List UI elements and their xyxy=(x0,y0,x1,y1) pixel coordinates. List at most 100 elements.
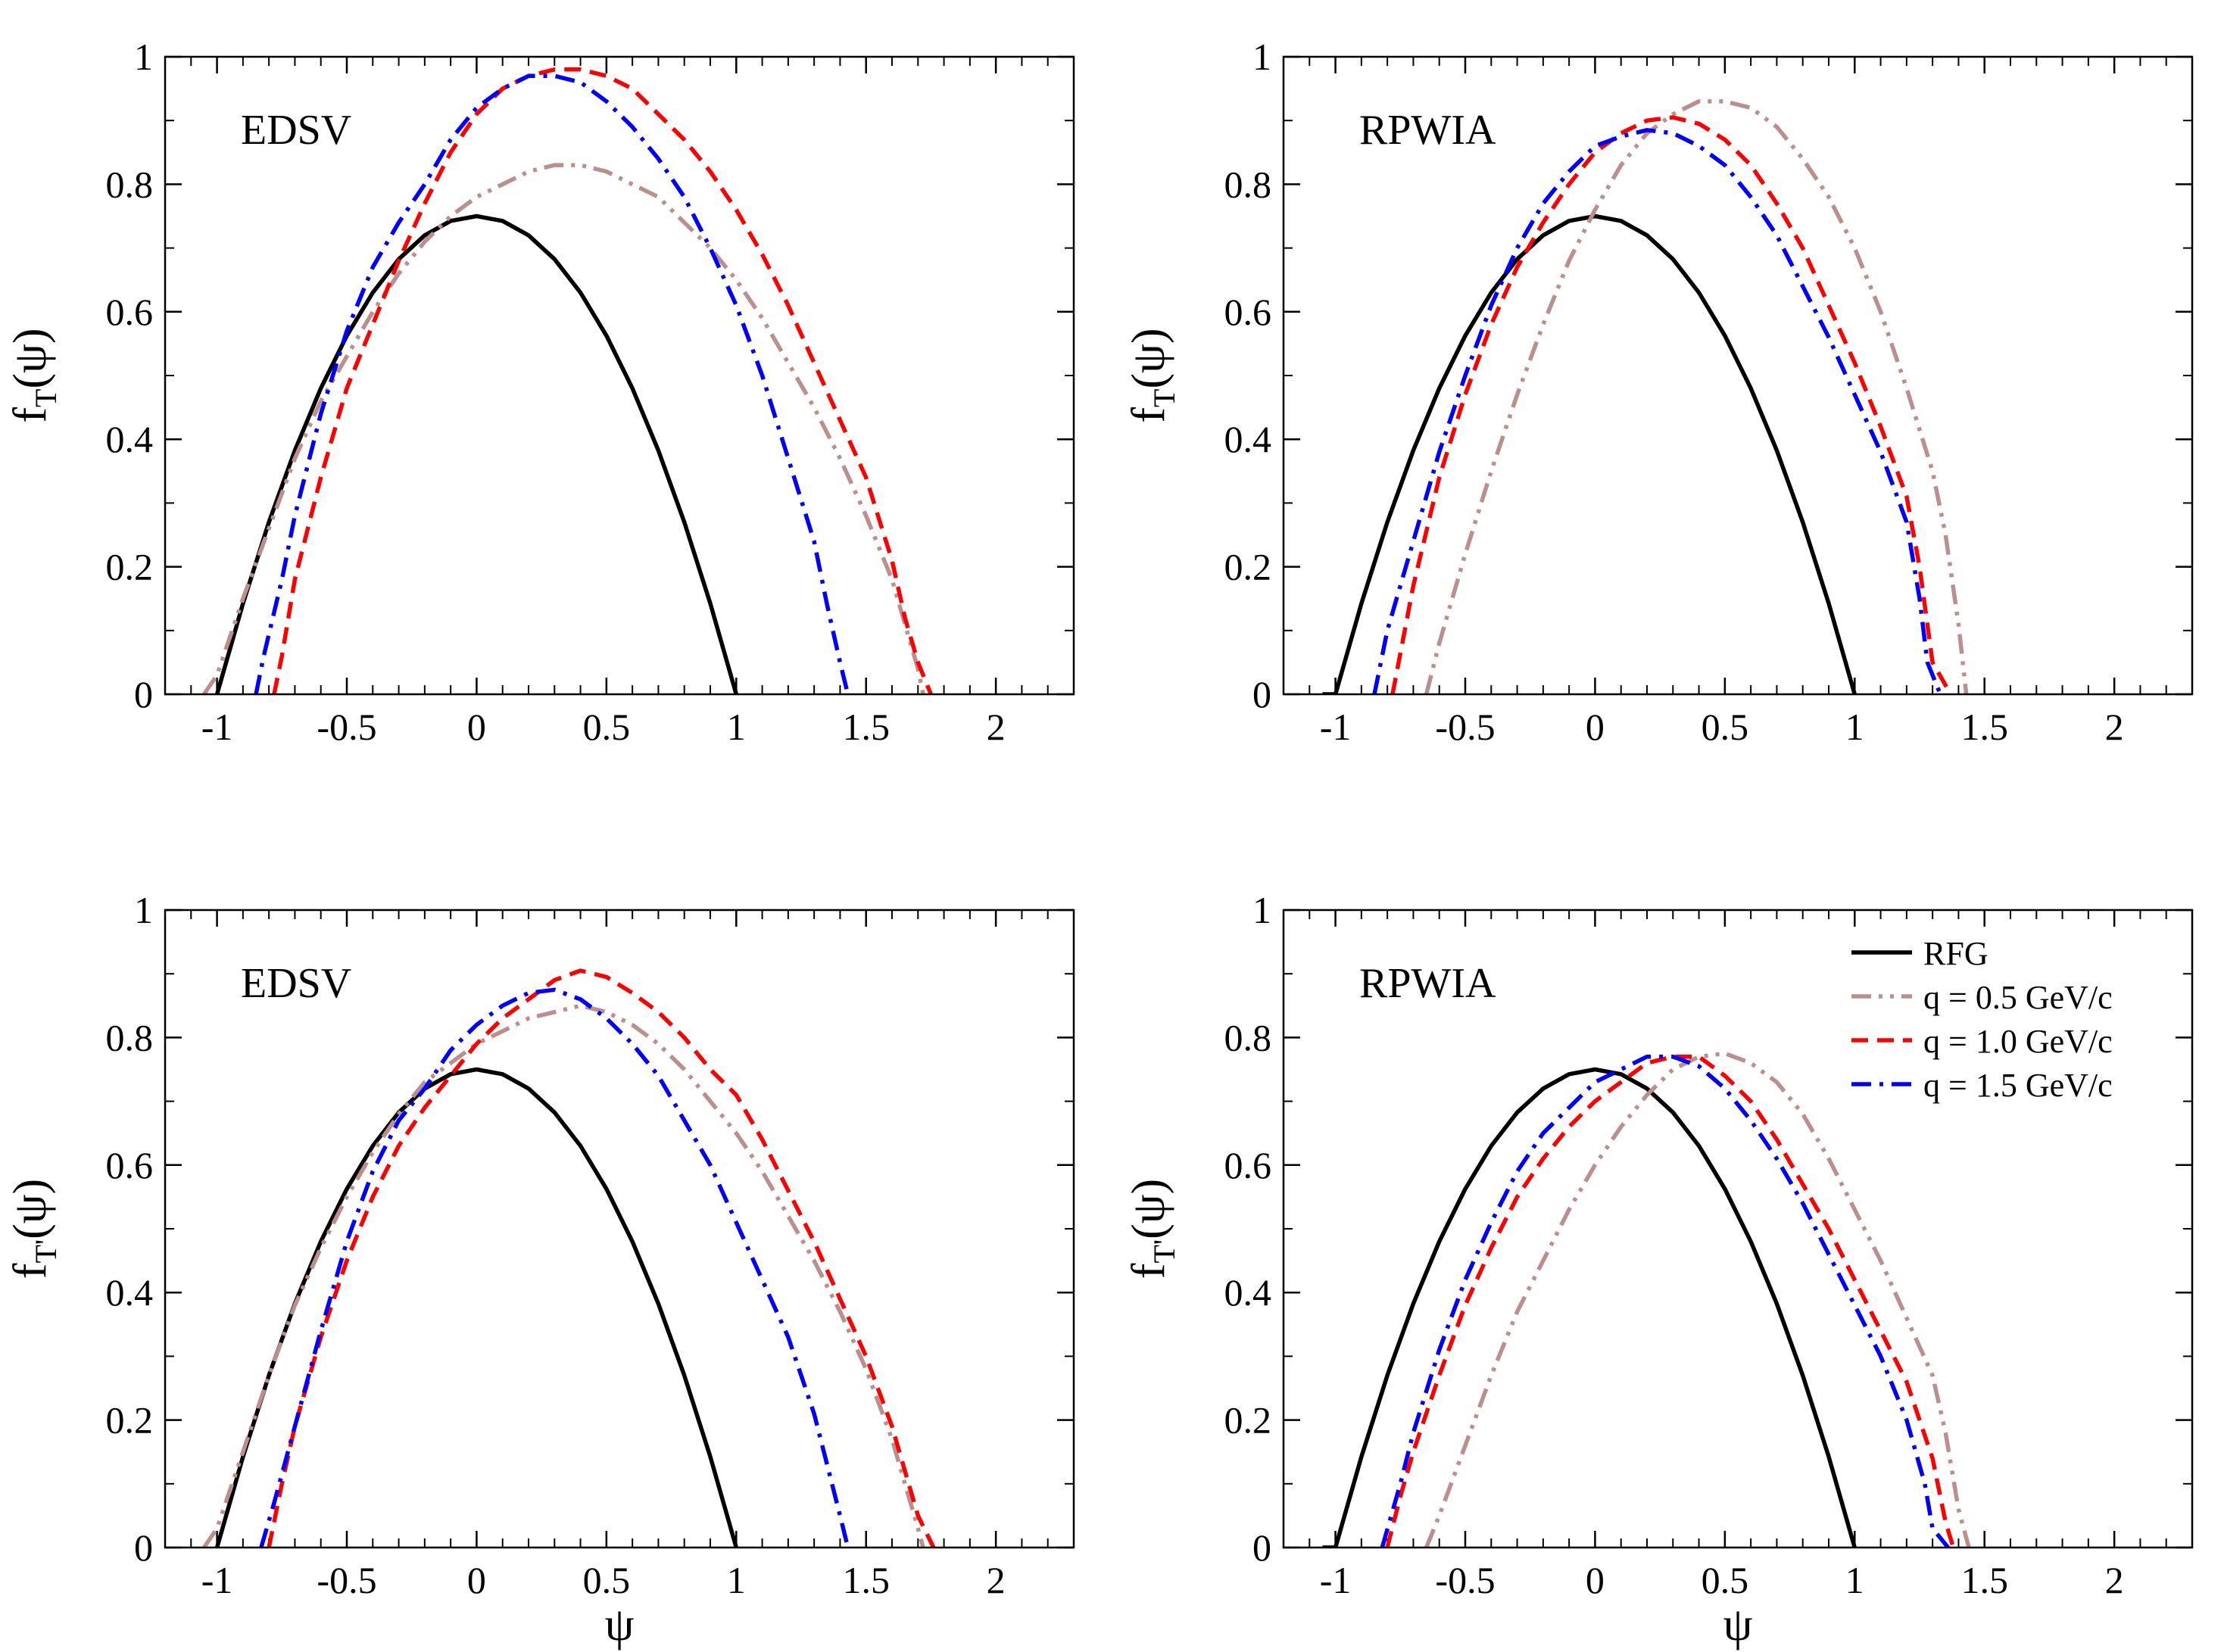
x-tick-label: 0 xyxy=(1586,706,1605,748)
panel-label: RPWIA xyxy=(1359,107,1496,154)
series-line-q10 xyxy=(272,67,933,694)
x-tick-label: 0.5 xyxy=(583,706,631,748)
y-axis-title-main: f xyxy=(1123,407,1174,423)
x-tick-label: 1.5 xyxy=(842,1559,890,1601)
x-tick-label: 1 xyxy=(1845,706,1864,748)
legend-label-q05: q = 0.5 GeV/c xyxy=(1923,979,2113,1016)
y-tick-label: 0.2 xyxy=(106,546,154,588)
y-tick-label: 0.6 xyxy=(106,291,154,333)
series-line-q05 xyxy=(1424,1051,1971,1548)
plot-frame xyxy=(1282,909,2194,1549)
y-axis-title: fT'(ψ) xyxy=(1123,1179,1181,1279)
y-tick-label: 0.2 xyxy=(106,1399,154,1442)
plot-frame xyxy=(164,55,1075,696)
y-tick-label: 0.4 xyxy=(106,1271,154,1314)
y-tick-label: 0.8 xyxy=(1224,1016,1272,1058)
x-axis-title: ψ xyxy=(605,1599,635,1650)
y-axis-title-arg: (ψ) xyxy=(5,1179,56,1239)
x-tick-label: -0.5 xyxy=(317,706,376,748)
y-tick-label: 0.8 xyxy=(106,1016,154,1058)
x-tick-label: -0.5 xyxy=(317,1559,376,1601)
series-group xyxy=(1322,1051,1971,1548)
panel-label: EDSV xyxy=(241,107,351,154)
x-tick-label: -1 xyxy=(1320,1559,1352,1601)
y-tick-label: 0 xyxy=(134,673,153,715)
plot-frame xyxy=(164,909,1075,1549)
panel-bl: -1 -0.5 0 0.5 1 1.5 2 0 0.2 0.4 0.6 0.8 1 EDSV fT'(ψ) ψ xyxy=(5,889,1075,1650)
plot-frame xyxy=(1282,55,2194,696)
series-line-rfg xyxy=(1322,214,1857,694)
legend-label-q15: q = 1.5 GeV/c xyxy=(1923,1067,2113,1104)
y-tick-label: 0.4 xyxy=(106,418,154,460)
y-tick-label: 0.4 xyxy=(1224,1271,1272,1314)
y-tick-label: 0.4 xyxy=(1224,418,1272,460)
x-tick-label: 1.5 xyxy=(1960,706,2008,748)
y-axis-title-subscript: T' xyxy=(29,1239,63,1264)
x-tick-label: -1 xyxy=(201,706,233,748)
y-axis-title-arg: (ψ) xyxy=(5,328,56,388)
x-tick-label: 1 xyxy=(727,1559,746,1601)
panel-tl: -1 -0.5 0 0.5 1 1.5 2 0 0.2 0.4 0.6 0.8 1 EDSV fT(ψ) xyxy=(5,36,1075,748)
x-tick-label: 0.5 xyxy=(1702,1559,1749,1601)
series-line-q15 xyxy=(1380,1054,1950,1548)
series-line-q05 xyxy=(202,1003,925,1548)
series-line-q05 xyxy=(202,163,925,694)
x-tick-label: 2 xyxy=(2105,706,2124,748)
y-tick-label: 0.2 xyxy=(1224,1399,1272,1442)
panel-label: RPWIA xyxy=(1359,960,1496,1007)
y-axis-title: fT'(ψ) xyxy=(5,1179,63,1279)
y-axis-title-subscript: T xyxy=(29,389,63,407)
y-tick-label: 1 xyxy=(1252,36,1271,78)
y-tick-label: 0 xyxy=(134,1526,153,1569)
y-tick-label: 0.8 xyxy=(106,163,154,205)
y-tick-label: 0.6 xyxy=(1224,291,1272,333)
y-axis-title-arg: (ψ) xyxy=(1123,1179,1174,1239)
x-tick-label: 1 xyxy=(1845,1559,1864,1601)
y-axis-title: fT(ψ) xyxy=(5,328,63,422)
x-tick-label: -1 xyxy=(201,1559,233,1601)
series-line-q10 xyxy=(1390,115,1953,694)
y-tick-label: 1 xyxy=(1252,889,1271,931)
y-tick-label: 0.2 xyxy=(1224,546,1272,588)
x-tick-label: 0.5 xyxy=(1702,706,1749,748)
x-tick-label: 0 xyxy=(1586,1559,1605,1601)
y-tick-label: 1 xyxy=(134,36,153,78)
x-tick-label: 0 xyxy=(467,1559,486,1601)
x-tick-label: 1.5 xyxy=(842,706,890,748)
y-tick-label: 0.8 xyxy=(1224,163,1272,205)
series-group xyxy=(1322,99,1969,694)
legend-label-q10: q = 1.0 GeV/c xyxy=(1923,1023,2113,1060)
panel-br: -1 -0.5 0 0.5 1 1.5 2 0 0.2 0.4 0.6 0.8 1 RPWIA fT'(ψ)… xyxy=(1123,889,2194,1650)
legend: RFG q = 0.5 GeV/c q = 1.0 GeV/c q = 1.5 GeV… xyxy=(1851,935,2113,1104)
y-tick-label: 1 xyxy=(134,889,153,931)
series-line-rfg xyxy=(214,214,738,694)
y-axis-title: fT(ψ) xyxy=(1123,328,1181,422)
series-line-q15 xyxy=(259,987,850,1548)
series-line-rfg xyxy=(1322,1067,1857,1548)
y-axis-title-subscript: T' xyxy=(1147,1239,1181,1264)
panel-label: EDSV xyxy=(241,960,351,1007)
y-tick-label: 0 xyxy=(1252,673,1271,715)
y-axis-title-main: f xyxy=(5,407,56,423)
x-tick-label: 2 xyxy=(987,706,1006,748)
x-tick-label: -0.5 xyxy=(1435,1559,1495,1601)
y-axis-title-subscript: T xyxy=(1147,389,1181,407)
x-tick-label: 0.5 xyxy=(583,1559,631,1601)
series-line-q15 xyxy=(1372,128,1942,694)
x-tick-label: 1.5 xyxy=(1960,1559,2008,1601)
series-line-rfg xyxy=(214,1067,738,1548)
x-tick-label: 2 xyxy=(987,1559,1006,1601)
series-line-q05 xyxy=(1424,99,1969,694)
y-axis-title-main: f xyxy=(1123,1263,1174,1279)
y-axis-title-arg: (ψ) xyxy=(1123,328,1174,388)
y-axis-title-main: f xyxy=(5,1263,56,1279)
panel-tr: -1 -0.5 0 0.5 1 1.5 2 0 0.2 0.4 0.6 0.8 1 RPWIA fT(ψ) xyxy=(1123,36,2194,748)
x-axis-title: ψ xyxy=(1723,1599,1753,1650)
x-tick-label: 2 xyxy=(2105,1559,2124,1601)
x-tick-label: 0 xyxy=(467,706,486,748)
y-tick-label: 0.6 xyxy=(106,1144,154,1186)
x-tick-label: 1 xyxy=(727,706,746,748)
series-group xyxy=(202,968,936,1548)
